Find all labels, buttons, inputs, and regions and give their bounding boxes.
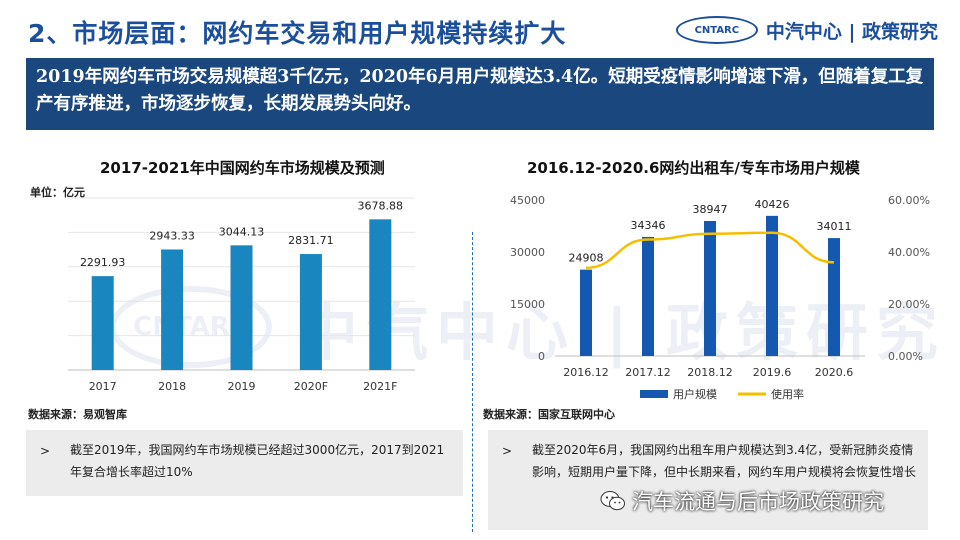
x-tick-label: 2020.6 [815,366,854,379]
data-label: 3044.13 [219,225,265,238]
x-tick-label: 2018.12 [687,366,733,379]
left-note-text: 截至2019年，我国网约车市场规模已经超过3000亿元，2017到2021年复合… [70,443,445,479]
user-bar-2019.6 [766,215,778,356]
left-chart-title: 2017-2021年中国网约车市场规模及预测 [100,159,385,177]
x-tick-label: 2019.6 [753,366,792,379]
user-bar-2020.6 [828,238,840,356]
page-title: 2、市场层面：网约车交易和用户规模持续扩大 [28,19,567,48]
right-chart-source: 数据来源：国家互联网中心 [483,408,615,421]
data-label: 34346 [631,219,666,232]
legend-label: 用户规模 [673,387,717,401]
bar-2020F [299,254,322,370]
data-label: 38947 [693,203,728,216]
bullet-marker: > [40,444,51,458]
x-tick-label: 2017 [89,380,117,393]
x-tick-label: 2021F [363,380,397,393]
bullet-marker: > [502,444,513,458]
bar-2021F [369,219,392,370]
logo-text: 中汽中心 | 政策研究 [765,20,938,43]
bar-2018 [161,249,184,370]
legend-swatch-bars [640,390,668,398]
right-axis-tick: 0.00% [888,350,923,363]
x-tick-label: 2017.12 [625,366,671,379]
left-axis-tick: 30000 [510,246,545,259]
summary-banner: 2019年网约车市场交易规模超3千亿元，2020年6月用户规模达3.4亿。短期受… [26,58,934,130]
data-label: 2831.71 [288,234,334,247]
right-chart-title: 2016.12-2020.6网约出租车/专车市场用户规模 [527,159,860,177]
left-axis-tick: 15000 [510,298,545,311]
legend-label: 使用率 [771,387,804,401]
data-label: 2291.93 [80,256,126,269]
bar-2019 [230,245,253,370]
wechat-attribution: 汽车流通与后市场政策研究 [600,486,884,516]
bar-2017 [91,276,114,370]
brand-logo: CNTARC 中汽中心 | 政策研究 [675,16,938,44]
left-axis-tick: 45000 [510,194,545,207]
column-divider [472,232,473,532]
data-label: 2943.33 [149,229,195,242]
data-label: 34011 [817,220,852,233]
right-axis-tick: 40.00% [888,246,930,259]
right-note-text: 截至2020年6月，我国网约出租车用户规模达到3.4亿，受新冠肺炎疫情影响，短期… [532,443,917,479]
x-tick-label: 2018 [158,380,186,393]
logo-emblem: CNTARC [675,16,758,44]
right-axis-tick: 60.00% [888,194,930,207]
x-tick-label: 2020F [294,380,328,393]
user-bar-2016.12 [580,269,592,356]
left-chart-unit: 单位：亿元 [30,186,85,199]
data-label: 40426 [755,198,790,211]
x-tick-label: 2019 [228,380,256,393]
usage-rate-line [585,231,835,270]
right-axis-tick: 20.00% [888,298,930,311]
wechat-icon [600,491,625,511]
right-note-box: > 截至2020年6月，我国网约出租车用户规模达到3.4亿，受新冠肺炎疫情影响，… [488,430,928,530]
user-bar-2017.12 [642,236,654,356]
user-bar-2018.12 [704,220,716,356]
data-label: 3678.88 [358,199,404,212]
left-note-box: > 截至2019年，我国网约车市场规模已经超过3000亿元，2017到2021年… [26,430,463,496]
left-axis-tick: 0 [538,350,545,363]
left-chart-source: 数据来源：易观智库 [28,408,127,421]
data-label: 24908 [569,252,604,265]
x-tick-label: 2016.12 [563,366,609,379]
wechat-account-name: 汽车流通与后市场政策研究 [632,490,884,514]
